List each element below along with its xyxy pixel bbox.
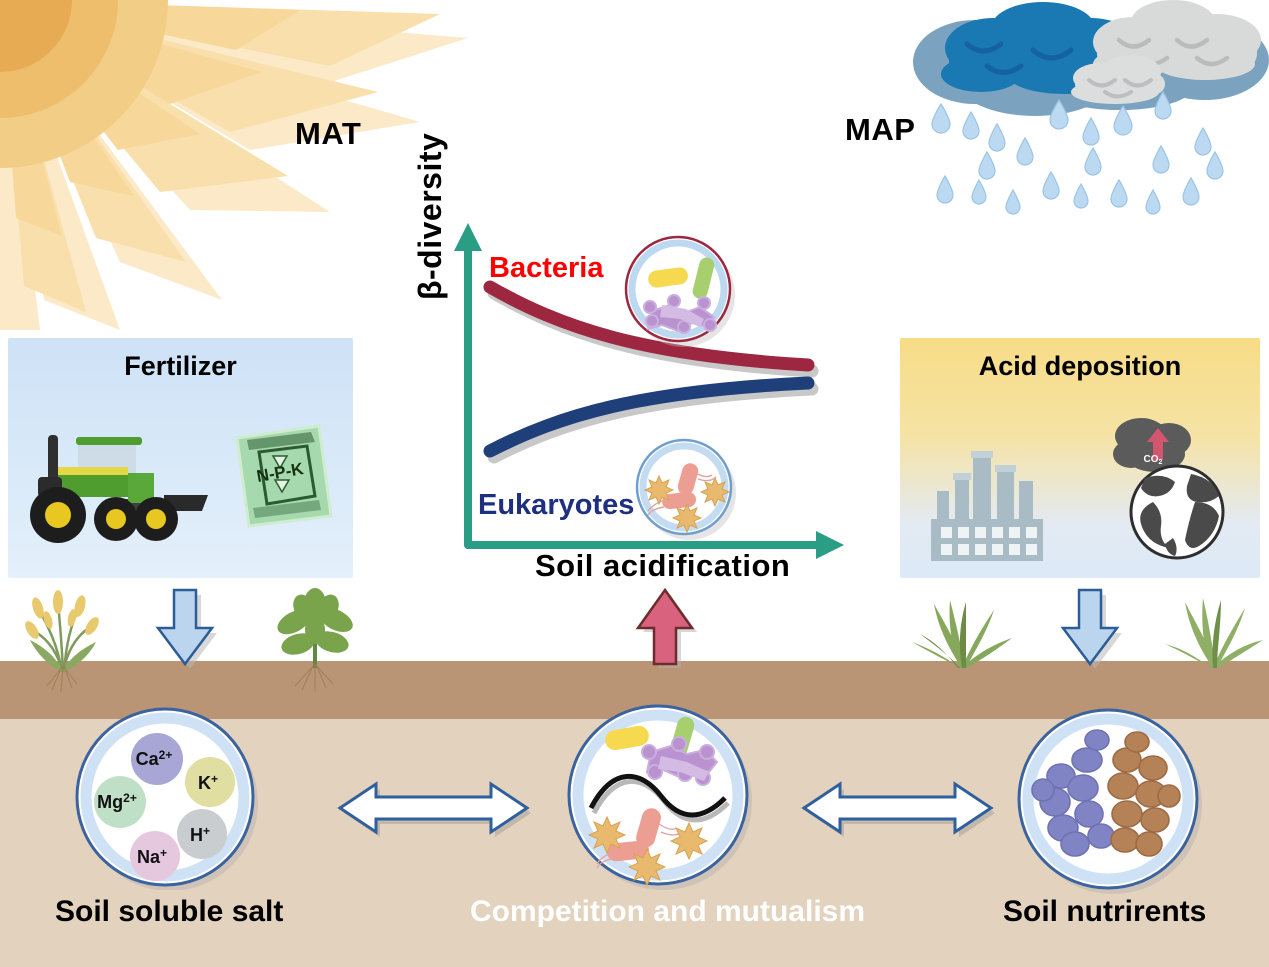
acid-panel-title: Acid deposition	[978, 351, 1182, 381]
granules-left	[1031, 729, 1115, 857]
eukaryote-petri-dish	[635, 438, 736, 540]
competition-mutualism-dish	[567, 704, 752, 890]
sun-rays-icon	[0, 0, 468, 330]
up-arrow-icon	[635, 587, 697, 668]
beta-diversity-chart	[454, 223, 844, 559]
wheat-plant-icon	[25, 590, 99, 693]
map-label: MAP	[845, 112, 916, 147]
mat-label: MAT	[295, 116, 362, 151]
chart-x-axis-label: Soil acidification	[535, 548, 791, 583]
down-arrow-icon	[1060, 588, 1122, 668]
acid-deposition-panel: Acid deposition	[900, 338, 1260, 578]
bacteria-curve	[483, 280, 819, 378]
down-arrow-icon	[155, 588, 217, 668]
soil-soluble-salt-dish: Ca2+ K+ Mg2+ H+ Na+	[75, 707, 258, 890]
soil-nutrients-dish	[1017, 708, 1202, 894]
globe-icon: CO2	[1113, 418, 1225, 560]
fertilizer-bag-icon: N-P-K	[235, 424, 333, 528]
grass-tuft-icon	[912, 600, 1012, 668]
co2-label: CO2	[1144, 454, 1163, 466]
eukaryotes-curve	[483, 376, 819, 464]
ion-label-na: Na+	[137, 846, 167, 867]
double-headed-arrow-icon	[337, 781, 531, 837]
bacteria-petri-dish	[624, 235, 735, 347]
competition-mutualism-caption: Competition and mutualism	[470, 895, 866, 928]
tractor-icon	[30, 435, 208, 543]
soil-nutrients-caption: Soil nutrirents	[1003, 895, 1207, 928]
chart-axes	[454, 223, 844, 559]
ion-bubbles	[94, 733, 235, 881]
fertilizer-panel-title: Fertilizer	[124, 351, 237, 381]
soil-soluble-salt-caption: Soil soluble salt	[55, 895, 284, 928]
double-headed-arrow-icon	[801, 781, 995, 837]
rain-cloud-icon	[913, 0, 1269, 215]
eukaryotes-series-label: Eukaryotes	[478, 489, 635, 521]
leafy-plant-icon	[277, 588, 353, 692]
granules-right	[1107, 731, 1181, 857]
fertilizer-panel: Fertilizer N-P-K	[8, 338, 353, 578]
bacteria-series-label: Bacteria	[489, 252, 604, 284]
grass-tuft-icon	[1165, 598, 1263, 668]
factory-icon	[931, 451, 1043, 561]
